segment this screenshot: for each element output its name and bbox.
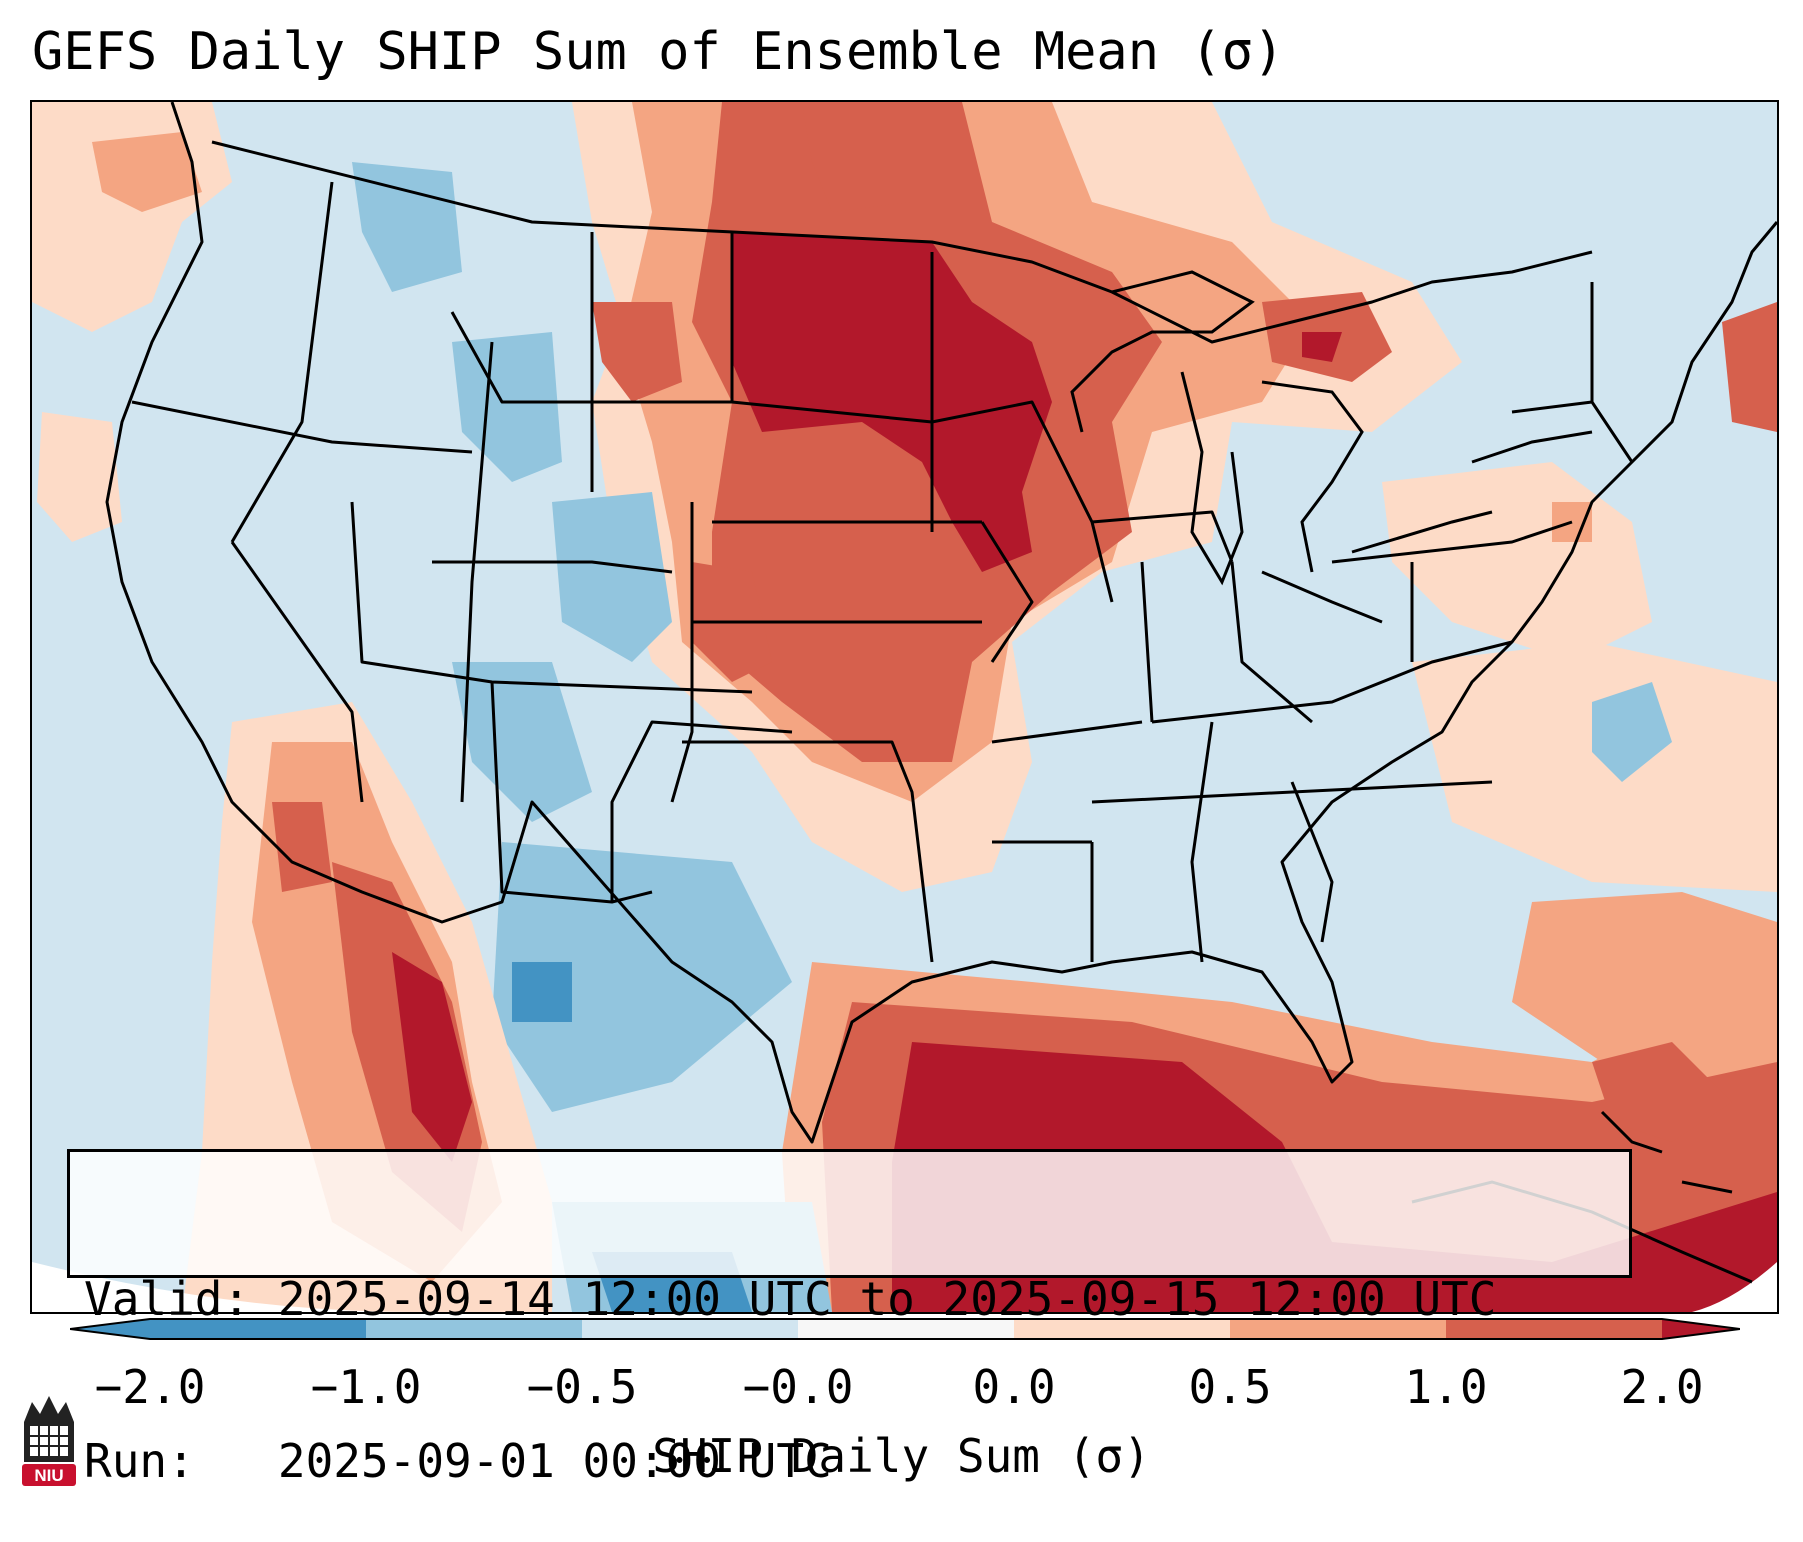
map-canvas [32,102,1777,1312]
domain-edge-left [32,1262,412,1312]
valid-row: Valid: 2025-09-14 12:00 UTC to 2025-09-1… [84,1272,1615,1326]
run-text: 2025-09-01 00:00 UTC [277,1434,832,1488]
field-east [1382,302,1777,662]
run-row: Run: 2025-09-01 00:00 UTC [84,1434,1615,1488]
colorbar-tick-label: −0.0 [742,1360,854,1414]
colorbar-segment [1446,1319,1662,1339]
colorbar-tick-label: −1.0 [310,1360,422,1414]
map-panel [30,100,1779,1314]
field-pacific-nw [32,102,232,542]
colorbar-extend-low [70,1319,150,1339]
colorbar-segment [1014,1319,1230,1339]
colorbar-tick-label: 0.0 [972,1360,1056,1414]
domain-edge-right [1692,1262,1777,1312]
run-label: Run: [84,1434,195,1488]
logo-text: NIU [34,1466,63,1485]
colorbar-tick-label: −2.0 [94,1360,206,1414]
colorbar-segment [150,1319,366,1339]
valid-run-infobox: Valid: 2025-09-14 12:00 UTC to 2025-09-1… [67,1149,1632,1488]
colorbar-tick-label: −0.5 [526,1360,638,1414]
colorbar [70,1318,1740,1340]
valid-text: 2025-09-14 12:00 UTC to 2025-09-15 12:00… [277,1272,1497,1326]
valid-label: Valid: [84,1272,251,1326]
colorbar-outline [70,1318,1740,1340]
map-title: GEFS Daily SHIP Sum of Ensemble Mean (σ) [32,22,1285,82]
state-borders [105,102,1777,1144]
field-rockies-cool [352,162,792,1112]
colorbar-extend-high [1662,1319,1740,1339]
colorbar-tick-label: 1.0 [1404,1360,1488,1414]
colorbar-segment [798,1319,1014,1339]
colorbar-segment [582,1319,798,1339]
colorbar-label: SHIP Daily Sum (σ) [652,1429,1151,1483]
colorbar-tick-label: 2.0 [1620,1360,1704,1414]
great-lakes [1070,270,1593,586]
colorbar-tick-label: 0.5 [1188,1360,1272,1414]
colorbar-segment [366,1319,582,1339]
colorbar-segment [1230,1319,1446,1339]
niu-logo: NIU [22,1396,76,1486]
